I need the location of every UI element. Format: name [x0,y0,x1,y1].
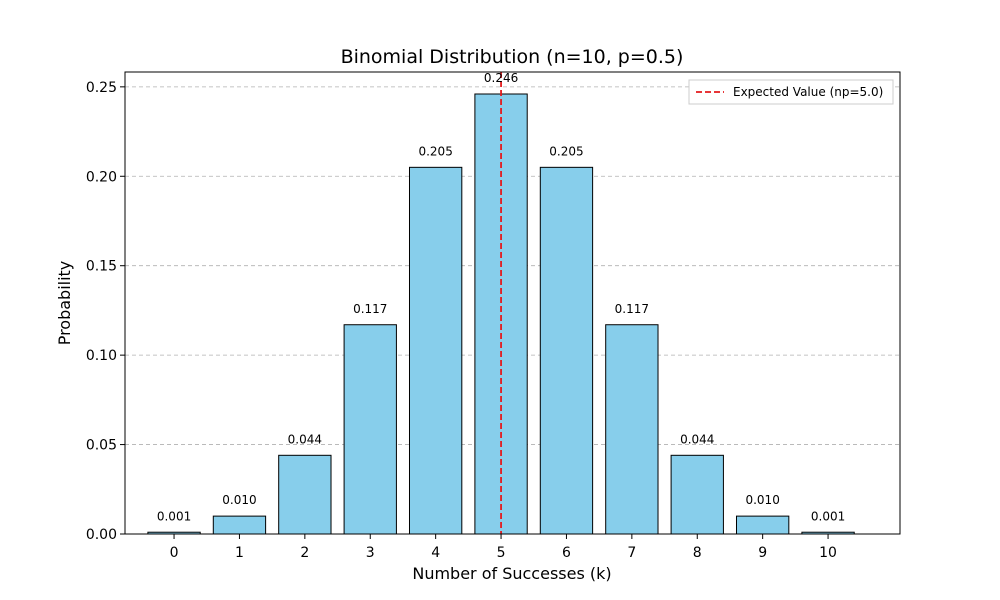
bar [212,515,267,535]
x-axis-ticks: 0 1 2 3 4 5 6 7 8 9 10 [170,534,837,561]
bar [735,515,790,535]
data-label: 0.010 [745,493,779,507]
x-tick-label: 4 [431,545,440,561]
x-tick-label: 7 [627,545,636,561]
y-tick-label: 0.10 [86,348,117,364]
x-tick-label: 6 [562,545,571,561]
bar [343,324,397,535]
data-label: 0.044 [288,432,322,446]
data-labels: 0.001 0.010 0.044 0.117 0.205 0.246 0.205 0.117… [157,71,845,523]
x-axis-label: Number of Successes (k) [412,564,611,583]
x-tick-label: 0 [170,545,179,561]
y-tick-label: 0.20 [86,169,117,185]
plot-frame [124,71,901,535]
data-label: 0.010 [222,493,256,507]
x-tick-label: 9 [758,545,767,561]
bar [605,324,659,535]
data-label: 0.001 [811,509,845,523]
y-axis-label: Probability [55,261,74,346]
y-tick-label: 0.00 [86,527,117,543]
data-label: 0.246 [484,71,518,85]
x-tick-label: 8 [693,545,702,561]
x-tick-label: 10 [819,545,837,561]
bar [278,454,332,535]
legend-label-expected-value: Expected Value (np=5.0) [733,85,883,99]
data-label: 0.205 [549,144,583,158]
x-tick-label: 2 [300,545,309,561]
bar [539,166,594,535]
x-tick-label: 5 [497,545,506,561]
y-tick-label: 0.05 [86,438,117,454]
x-tick-label: 3 [366,545,375,561]
y-tick-label: 0.25 [86,80,117,96]
x-tick-label: 1 [235,545,244,561]
bar [408,166,463,535]
chart-title: Binomial Distribution (n=10, p=0.5) [341,46,684,68]
data-label: 0.001 [157,509,191,523]
y-tick-label: 0.15 [86,259,117,275]
data-label: 0.117 [353,302,387,316]
legend: Expected Value (np=5.0) [688,79,894,105]
data-label: 0.044 [680,432,714,446]
y-axis-ticks: 0.00 0.05 0.10 0.15 0.20 0.25 [86,80,125,543]
data-label: 0.117 [615,302,649,316]
data-label: 0.205 [418,144,452,158]
bar [670,454,724,535]
